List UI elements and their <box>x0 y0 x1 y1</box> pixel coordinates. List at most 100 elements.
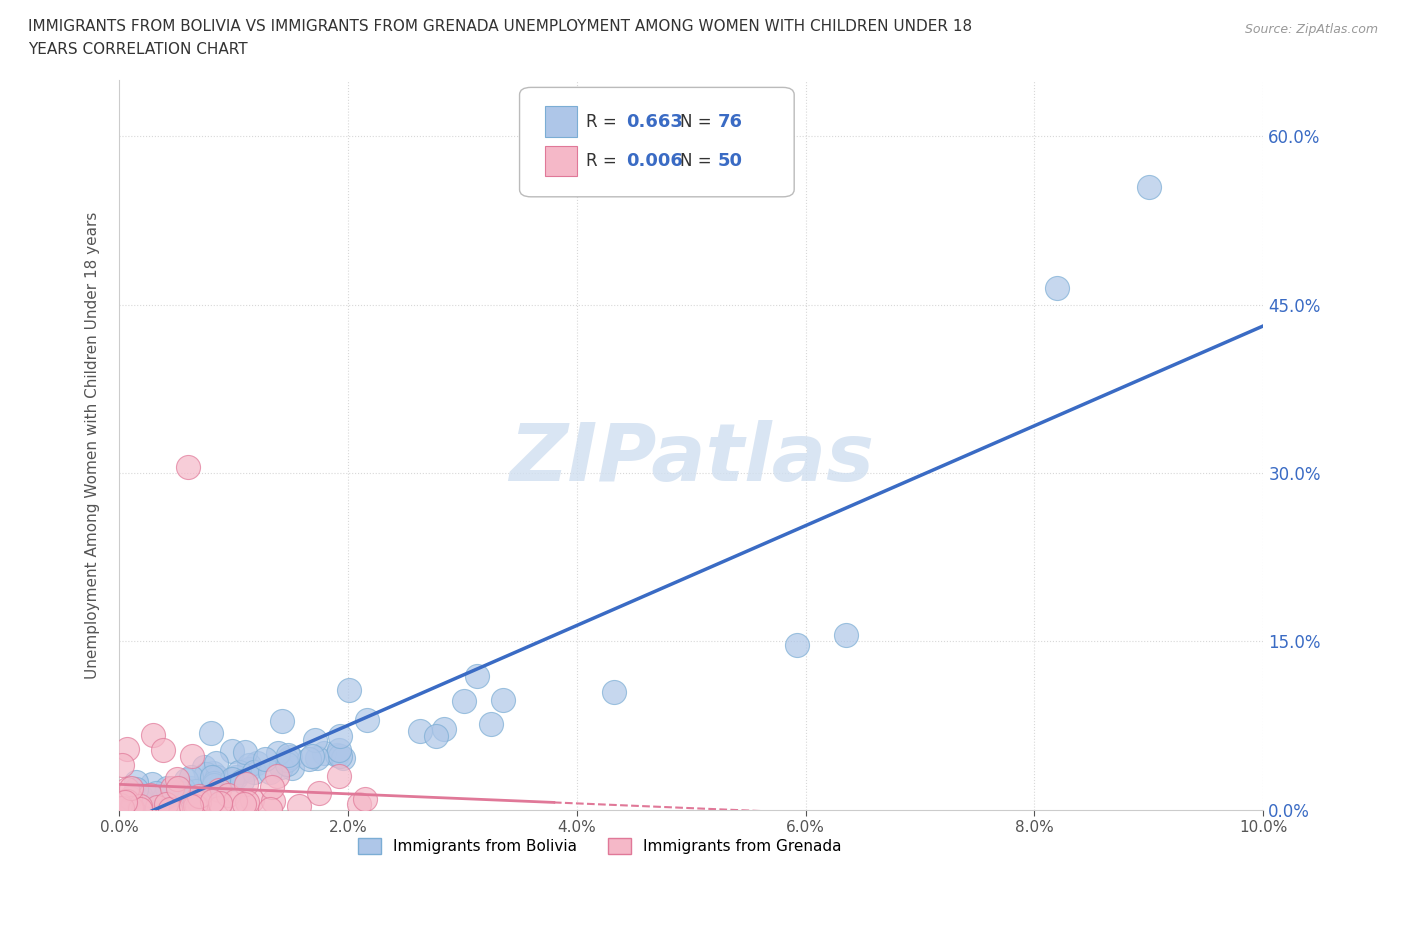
Point <box>201 769 224 784</box>
Point <box>332 751 354 765</box>
Point <box>129 788 152 803</box>
Point <box>224 793 246 808</box>
Point <box>120 801 142 816</box>
Point <box>183 798 205 813</box>
Point <box>121 801 143 816</box>
Point <box>204 756 226 771</box>
Point <box>356 712 378 727</box>
Text: R =: R = <box>586 113 621 131</box>
Point <box>188 795 211 810</box>
Point <box>1137 179 1160 194</box>
Y-axis label: Unemployment Among Women with Children Under 18 years: Unemployment Among Women with Children U… <box>86 211 100 679</box>
Point <box>276 756 298 771</box>
Point <box>312 745 335 760</box>
Text: R =: R = <box>586 153 621 170</box>
Point <box>166 787 188 802</box>
Point <box>172 782 194 797</box>
Point <box>115 781 138 796</box>
Point <box>304 732 326 747</box>
Point <box>205 770 228 785</box>
Point <box>465 669 488 684</box>
Point <box>180 780 202 795</box>
Point <box>425 729 447 744</box>
Point <box>174 773 197 788</box>
Point <box>142 789 165 804</box>
Point <box>177 459 200 474</box>
Point <box>186 799 208 814</box>
Point <box>118 790 141 805</box>
Point <box>453 694 475 709</box>
Point <box>221 744 243 759</box>
Point <box>259 802 281 817</box>
Point <box>307 751 329 765</box>
Point <box>228 764 250 779</box>
Point <box>129 793 152 808</box>
Point <box>240 792 263 807</box>
Point <box>221 772 243 787</box>
Point <box>278 750 301 764</box>
Point <box>195 767 218 782</box>
Point <box>155 797 177 812</box>
Point <box>326 748 349 763</box>
Point <box>141 777 163 791</box>
Point <box>308 786 330 801</box>
Point <box>160 781 183 796</box>
Point <box>328 768 350 783</box>
Point <box>262 793 284 808</box>
Point <box>108 797 131 812</box>
Point <box>276 753 298 768</box>
Point <box>433 722 456 737</box>
Text: IMMIGRANTS FROM BOLIVIA VS IMMIGRANTS FROM GRENADA UNEMPLOYMENT AMONG WOMEN WITH: IMMIGRANTS FROM BOLIVIA VS IMMIGRANTS FR… <box>28 19 972 33</box>
Point <box>231 773 253 788</box>
Point <box>259 764 281 779</box>
Point <box>184 783 207 798</box>
Point <box>145 800 167 815</box>
Point <box>111 801 134 816</box>
Point <box>277 748 299 763</box>
Point <box>118 793 141 808</box>
Text: YEARS CORRELATION CHART: YEARS CORRELATION CHART <box>28 42 247 57</box>
Point <box>142 727 165 742</box>
Point <box>111 758 134 773</box>
Point <box>139 788 162 803</box>
Point <box>492 693 515 708</box>
Point <box>202 776 225 790</box>
Point <box>124 775 146 790</box>
Point <box>180 799 202 814</box>
Text: 50: 50 <box>717 153 742 170</box>
Point <box>281 761 304 776</box>
Point <box>238 761 260 776</box>
Point <box>156 780 179 795</box>
Point <box>159 802 181 817</box>
Point <box>271 713 294 728</box>
Point <box>128 799 150 814</box>
Point <box>328 743 350 758</box>
Point <box>173 787 195 802</box>
Point <box>187 789 209 804</box>
Point <box>166 772 188 787</box>
Legend: Immigrants from Bolivia, Immigrants from Grenada: Immigrants from Bolivia, Immigrants from… <box>352 832 848 860</box>
Point <box>208 782 231 797</box>
Point <box>238 758 260 773</box>
FancyBboxPatch shape <box>544 146 576 177</box>
Point <box>114 794 136 809</box>
Point <box>287 799 309 814</box>
Point <box>208 801 231 816</box>
Point <box>266 768 288 783</box>
Text: 76: 76 <box>717 113 742 131</box>
Point <box>603 684 626 699</box>
Point <box>479 717 502 732</box>
Point <box>253 751 276 766</box>
Point <box>786 638 808 653</box>
Point <box>329 729 352 744</box>
Point <box>233 796 256 811</box>
Point <box>349 797 371 812</box>
Point <box>202 765 225 780</box>
Point <box>270 760 292 775</box>
Point <box>184 794 207 809</box>
Point <box>329 749 352 764</box>
Point <box>835 628 858 643</box>
Point <box>167 784 190 799</box>
Text: 0.006: 0.006 <box>626 153 683 170</box>
Point <box>152 790 174 805</box>
